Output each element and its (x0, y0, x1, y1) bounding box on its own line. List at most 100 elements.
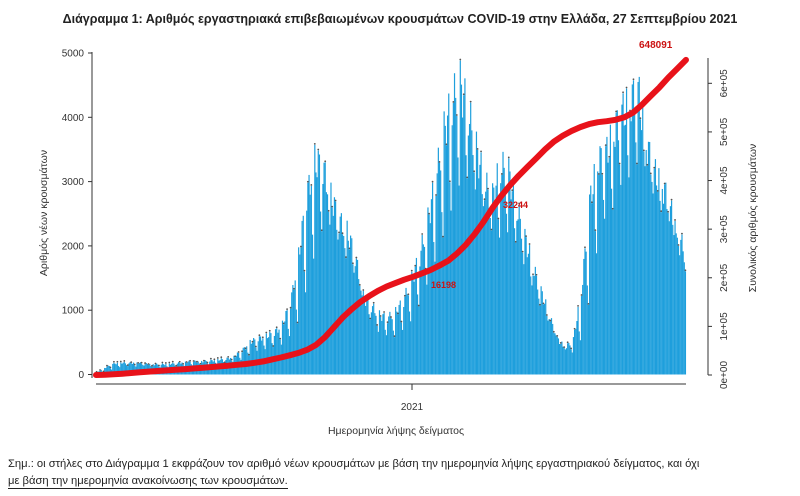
daily-cases-bar (574, 329, 576, 375)
daily-cases-bar (259, 336, 262, 375)
daily-cases-bar (662, 203, 665, 375)
daily-cases-bar (684, 271, 687, 375)
daily-cases-bar (583, 258, 585, 375)
bar-value-marker (341, 232, 344, 235)
daily-cases-bar (590, 185, 592, 375)
cumulative-cases-line (93, 56, 689, 378)
daily-cases-bar (377, 331, 379, 375)
daily-cases-bar (597, 171, 599, 375)
right-tick-label: 5e+05 (719, 117, 730, 146)
daily-cases-bar (640, 130, 643, 375)
daily-cases-bar (519, 218, 521, 375)
daily-cases-bar (304, 292, 307, 375)
daily-cases-bar (298, 247, 300, 375)
daily-cases-bar (390, 318, 392, 375)
daily-cases-bar (317, 150, 319, 375)
bar-value-marker (119, 360, 122, 363)
daily-cases-bar (580, 296, 583, 375)
daily-cases-bar (487, 189, 489, 375)
bar-value-marker (178, 360, 181, 363)
bar-value-marker (109, 366, 112, 369)
bar-value-marker (397, 312, 399, 315)
daily-cases-bar (129, 362, 131, 375)
daily-cases-bar (682, 251, 684, 375)
bar-value-marker (151, 364, 153, 367)
bar-value-marker (113, 360, 115, 363)
daily-cases-bar (604, 218, 606, 375)
daily-cases-bar (306, 210, 308, 375)
daily-cases-bar (265, 333, 267, 375)
daily-cases-bar (525, 237, 527, 375)
bar-value-marker (116, 360, 119, 363)
bar-value-marker (338, 231, 340, 234)
daily-cases-bar (675, 233, 677, 375)
daily-cases-bar (452, 102, 454, 375)
bar-value-marker (438, 161, 441, 163)
bar-value-marker (473, 170, 476, 173)
daily-cases-bar (361, 295, 363, 375)
daily-cases-bar (665, 182, 667, 375)
daily-cases-bar (116, 362, 118, 375)
daily-cases-bar (444, 125, 446, 375)
daily-cases-bar (664, 184, 666, 375)
daily-cases-bar (458, 185, 460, 375)
daily-cases-bar (524, 228, 526, 375)
daily-cases-bar (112, 363, 114, 375)
daily-cases-bar (420, 250, 422, 375)
daily-cases-bar (250, 343, 252, 375)
bar-value-marker (642, 149, 645, 152)
bar-value-marker (393, 335, 396, 338)
bar-value-marker (251, 340, 254, 343)
daily-cases-bar (478, 178, 480, 375)
daily-cases-bar (523, 264, 525, 375)
daily-cases-bar (668, 221, 670, 375)
daily-cases-bar (635, 142, 637, 375)
bar-value-marker (320, 229, 323, 232)
bar-value-marker (348, 247, 351, 250)
daily-cases-bar (639, 119, 642, 375)
bar-value-marker (144, 362, 146, 364)
daily-cases-bar (397, 314, 399, 375)
daily-cases-bar (539, 305, 541, 375)
daily-cases-bar (630, 121, 632, 375)
daily-cases-bar (629, 111, 631, 375)
daily-cases-bar (385, 335, 387, 375)
bar-value-marker (521, 250, 524, 253)
daily-cases-bar (517, 219, 519, 375)
daily-cases-bar (595, 253, 598, 375)
daily-cases-bar (344, 248, 346, 375)
daily-cases-bar (258, 336, 260, 375)
daily-cases-bar (637, 81, 639, 375)
bar-value-marker (106, 364, 108, 367)
daily-cases-bar (616, 110, 618, 375)
daily-cases-bar (382, 314, 384, 375)
daily-cases-bar (243, 347, 245, 375)
bar-value-marker (462, 93, 465, 96)
daily-cases-bar (308, 174, 310, 375)
daily-cases-bar (589, 194, 591, 375)
daily-cases-bar (660, 212, 662, 375)
bar-value-marker (435, 194, 437, 196)
daily-cases-bar (358, 279, 360, 375)
right-tick-label: 0e+00 (719, 361, 730, 390)
daily-cases-bar (490, 230, 493, 375)
bar-value-marker (327, 209, 330, 212)
left-tick-label: 0 (78, 370, 84, 381)
daily-cases-bar (443, 111, 445, 375)
daily-cases-bar (388, 316, 390, 375)
daily-cases-bar (415, 257, 418, 375)
bar-value-marker (487, 187, 489, 190)
daily-cases-bar (366, 297, 368, 375)
daily-cases-bar (621, 104, 623, 375)
daily-cases-bar (555, 335, 557, 375)
daily-cases-bar (533, 276, 535, 375)
daily-cases-bar (104, 367, 106, 375)
daily-cases-bar (494, 204, 496, 375)
bar-value-marker (158, 364, 160, 367)
daily-cases-bar (497, 219, 499, 375)
bar-value-marker (403, 294, 406, 297)
daily-cases-bar (451, 125, 453, 375)
bar-value-marker (552, 330, 555, 333)
daily-cases-bar (636, 164, 638, 375)
daily-cases-bar (600, 148, 602, 375)
